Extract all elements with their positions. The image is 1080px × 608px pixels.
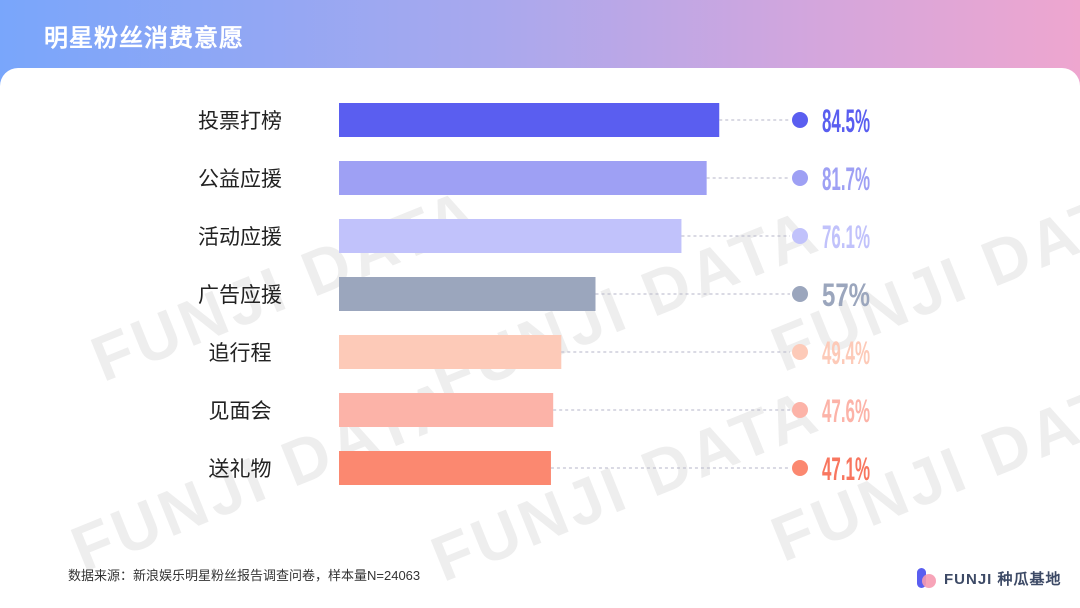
- data-source-note: 数据来源：新浪娱乐明星粉丝报告调查问卷，样本量N=24063: [68, 568, 421, 583]
- data-label: 57%: [822, 277, 870, 313]
- category-label: 送礼物: [209, 458, 272, 481]
- value-dot: [792, 402, 808, 418]
- bar: [339, 335, 562, 369]
- bar: [339, 219, 682, 253]
- data-label: 84.5%: [822, 103, 870, 139]
- category-label: 公益应援: [198, 168, 282, 191]
- bar: [339, 393, 554, 427]
- category-label: 见面会: [209, 400, 272, 423]
- category-label: 投票打榜: [198, 110, 282, 133]
- page-title: 明星粉丝消费意愿: [44, 25, 244, 52]
- data-label: 47.6%: [822, 393, 870, 429]
- data-label: 47.1%: [822, 451, 870, 487]
- data-label: 81.7%: [822, 161, 870, 197]
- value-dot: [792, 170, 808, 186]
- brand-name: FUNJI 种瓜基地: [944, 570, 1062, 588]
- data-label: 49.4%: [822, 335, 870, 371]
- brand: FUNJI 种瓜基地: [914, 566, 1062, 590]
- value-dot: [792, 344, 808, 360]
- bar: [339, 451, 551, 485]
- bar: [339, 161, 707, 195]
- category-label: 广告应援: [198, 284, 282, 307]
- bar: [339, 277, 596, 311]
- category-label: 追行程: [209, 342, 272, 365]
- value-dot: [792, 228, 808, 244]
- funji-logo-icon: [917, 568, 936, 588]
- value-dot: [792, 286, 808, 302]
- bar: [339, 103, 720, 137]
- category-label: 活动应援: [198, 226, 282, 249]
- value-dot: [792, 460, 808, 476]
- value-dot: [792, 112, 808, 128]
- data-label: 76.1%: [822, 219, 870, 255]
- header-bar: 明星粉丝消费意愿: [0, 0, 1080, 70]
